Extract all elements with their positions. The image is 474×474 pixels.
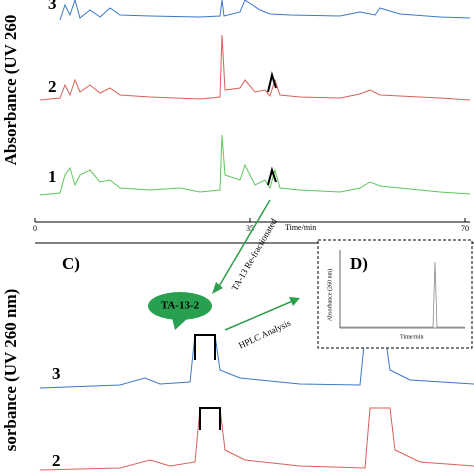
trace [39, 334, 474, 389]
panel-title: C) [62, 254, 80, 273]
trace-label: 2 [48, 77, 57, 96]
x-axis-label: Time/min [285, 223, 316, 232]
x-tick-label: 0 [33, 224, 37, 233]
trace [39, 407, 474, 471]
y-axis-label: Absorbance (UV 260 [1, 15, 20, 166]
arrow [224, 299, 296, 331]
panel-title: D) [350, 254, 368, 273]
trace [39, 134, 471, 196]
y-axis-label: sorbance (UV 260 nm) [1, 289, 20, 452]
arrow-label: HPLC Analysis [237, 318, 293, 351]
bubble-label: TA-13-2 [161, 300, 200, 312]
y-axis-label: Absorbance (260 nm) [326, 269, 333, 321]
x-tick-label: 35 [246, 224, 254, 233]
trace [39, 34, 471, 101]
arrow [217, 199, 271, 289]
trace [340, 261, 465, 328]
bubble [148, 292, 212, 320]
x-tick-label: 70 [461, 224, 469, 233]
trace-label: 2 [52, 451, 61, 470]
trace-label: 1 [48, 167, 57, 186]
trace-label: 3 [52, 364, 61, 383]
trace [59, 0, 471, 21]
x-axis-label: Time/min [400, 334, 423, 340]
inset [317, 239, 473, 349]
trace-label: 3 [48, 0, 57, 13]
